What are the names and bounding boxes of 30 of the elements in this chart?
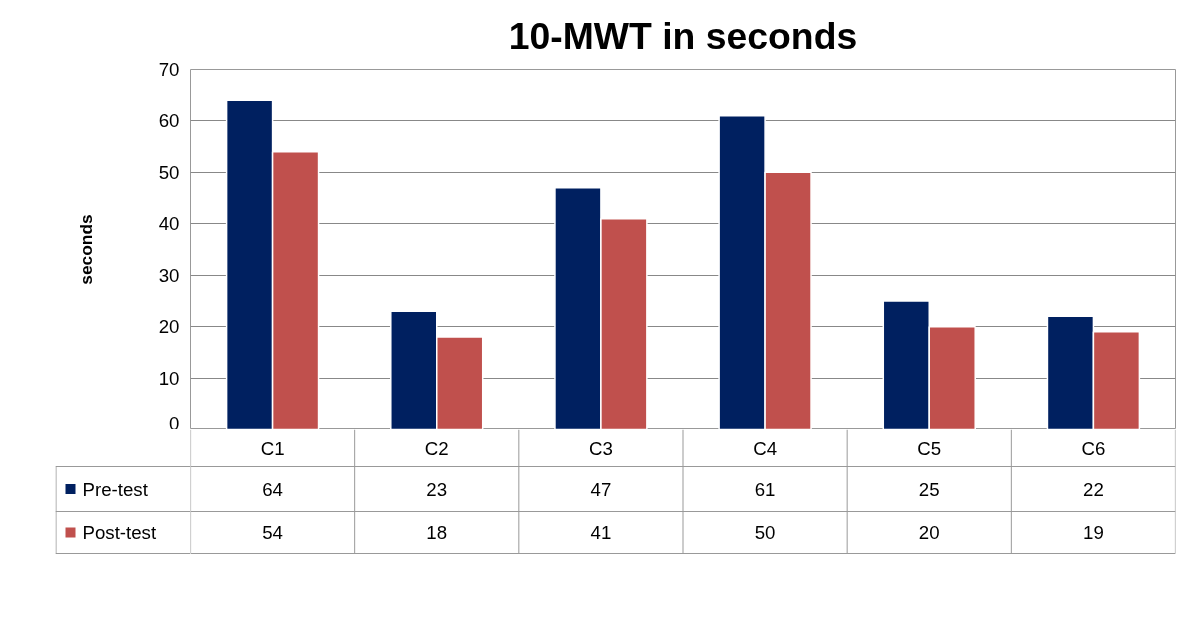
chart-title: 10-MWT in seconds <box>508 15 858 57</box>
data-label: 18 <box>426 522 448 543</box>
x-tick-label: C2 <box>424 437 449 459</box>
x-tick-label: C6 <box>1081 437 1106 459</box>
data-label: 64 <box>262 478 283 500</box>
data-label: 47 <box>590 478 612 500</box>
data-label: 54 <box>262 522 283 543</box>
data-label: 61 <box>754 478 776 500</box>
x-tick-label: C3 <box>588 437 613 459</box>
y-axis-title: seconds <box>75 214 96 285</box>
x-tick-label: C4 <box>753 437 778 459</box>
y-tick-label: 50 <box>158 161 180 183</box>
data-label: 41 <box>590 522 612 543</box>
data-label: 20 <box>918 522 940 543</box>
data-label: 23 <box>426 478 448 500</box>
y-tick-label: 60 <box>158 110 180 132</box>
y-tick-label: 20 <box>158 316 180 338</box>
legend-label: Pre-test <box>82 478 149 500</box>
data-label: 22 <box>1083 478 1104 500</box>
x-tick-label: C5 <box>917 437 942 459</box>
data-label: 50 <box>754 522 776 543</box>
legend-label: Post-test <box>82 522 157 543</box>
y-tick-label: 10 <box>158 367 180 389</box>
y-tick-label: 0 <box>169 412 180 434</box>
y-tick-label: 70 <box>158 59 180 80</box>
data-label: 19 <box>1083 522 1104 543</box>
y-tick-label: 30 <box>158 264 180 286</box>
data-label: 25 <box>918 478 940 500</box>
y-tick-label: 40 <box>158 213 180 235</box>
x-tick-label: C1 <box>260 437 285 459</box>
